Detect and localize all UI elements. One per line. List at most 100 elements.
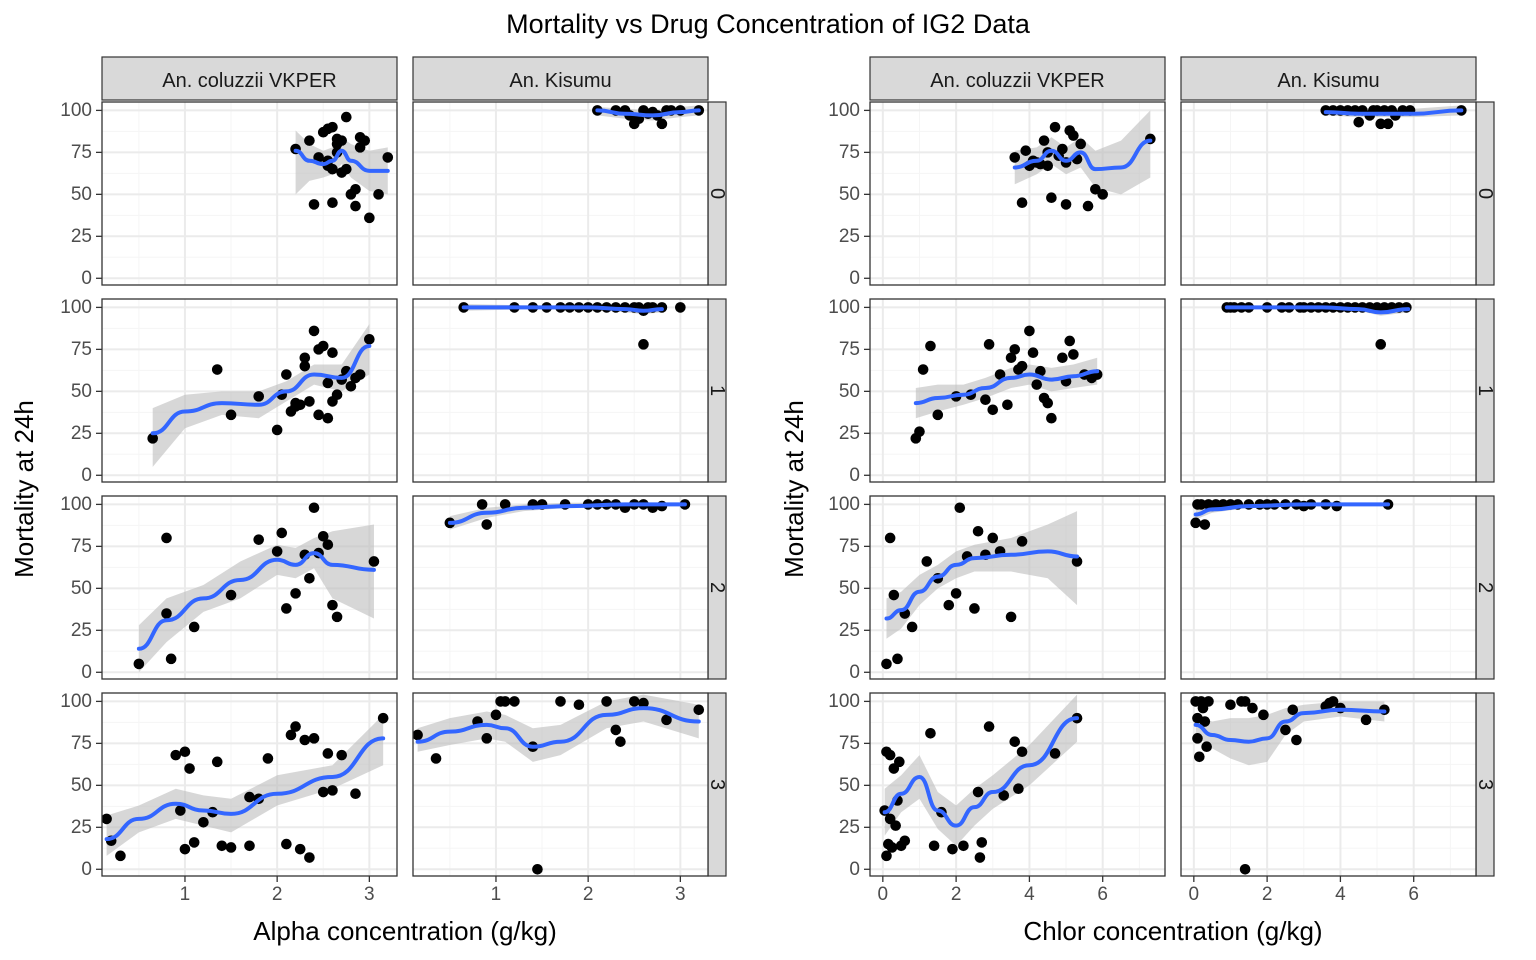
y-tick-label: 75 [71,536,92,557]
data-point [285,729,297,741]
data-point [377,712,389,724]
data-point [601,696,612,707]
data-point [1042,160,1054,172]
panel-border [869,298,1166,483]
facet-panel [1180,101,1477,286]
x-tick-label: 0 [878,884,889,905]
facet-strip-column [412,56,709,101]
data-point [958,840,969,852]
data-point [1199,519,1211,530]
data-point [271,424,283,436]
y-axis-title: Mortality at 24h [779,400,809,578]
facet-panel [101,692,398,877]
data-point [290,721,301,732]
data-point [253,534,265,545]
y-tick-label: 50 [71,775,92,796]
chart-title: Mortality vs Drug Concentration of IG2 D… [506,9,1031,39]
panel-layers [147,324,375,467]
y-tick-label: 100 [828,100,860,121]
data-point [994,369,1006,380]
facet-strip-column [1180,56,1477,101]
facet-strip-row-label: 1 [1474,385,1496,396]
data-point [1082,200,1094,212]
data-point [216,840,228,852]
data-point [906,621,918,633]
facet-strip-row-label: 0 [706,188,728,199]
data-point [308,733,320,744]
y-tick-label: 75 [71,733,92,754]
data-point [983,339,995,350]
panel-layers [1190,499,1394,530]
y-tick-label: 100 [60,691,92,712]
data-point [1064,335,1076,347]
data-point [1203,696,1214,707]
facet-panel [412,298,709,483]
smooth-line [1193,707,1387,744]
facet-strip-row-label: 1 [706,385,728,396]
data-point [170,749,182,761]
data-point [972,525,984,537]
data-point [1046,192,1057,203]
panel-border [101,692,398,877]
y-tick-label: 0 [849,662,860,683]
data-point [304,396,315,407]
smooth-line [415,706,701,749]
data-point [225,589,237,601]
facet-panel [1180,692,1477,877]
data-point [188,837,200,848]
facet-strip-column-label: An. Kisumu [509,70,611,92]
data-point [925,727,936,739]
data-point [262,753,274,764]
data-point [327,121,338,133]
data-point [1353,116,1365,128]
data-point [1239,696,1251,707]
data-point [950,588,962,599]
data-point [1287,704,1299,716]
data-point [317,340,329,352]
data-point [364,333,375,345]
data-point [476,499,488,510]
y-tick-label: 25 [839,423,860,444]
data-point [276,527,288,539]
panel-border [869,101,1166,286]
x-tick-label: 2 [1262,884,1273,905]
data-point [102,813,112,825]
data-point [331,389,343,400]
data-point [573,699,585,711]
data-point [917,364,929,375]
data-point [638,697,649,709]
y-tick-label: 25 [839,620,860,641]
data-point [317,786,329,798]
data-point [1201,741,1212,753]
facet-strip-row-label: 0 [1474,188,1496,199]
data-point [884,749,896,761]
y-tick-label: 100 [828,494,860,515]
data-point [304,135,315,146]
data-point [1027,347,1039,359]
data-point [1327,696,1339,707]
data-point [308,502,320,514]
panel-layers [592,105,705,130]
data-point [179,843,191,855]
data-point [928,840,940,852]
x-tick-label: 0 [1189,884,1200,905]
data-point [340,111,352,123]
data-point [972,786,984,798]
smooth-line [150,344,372,436]
data-point [1020,145,1032,156]
x-tick-label: 2 [951,884,962,905]
data-point [1009,152,1021,163]
data-point [368,556,380,567]
data-point [1382,118,1394,130]
data-point [675,302,686,313]
data-point [290,401,301,412]
data-point [661,714,672,726]
facet-panel [101,101,398,286]
data-point [340,163,352,175]
panel-layers [290,111,394,224]
facet-strip-row-label: 3 [1474,779,1496,790]
data-point [294,843,306,855]
data-point [350,788,361,800]
panel-border [412,692,709,877]
